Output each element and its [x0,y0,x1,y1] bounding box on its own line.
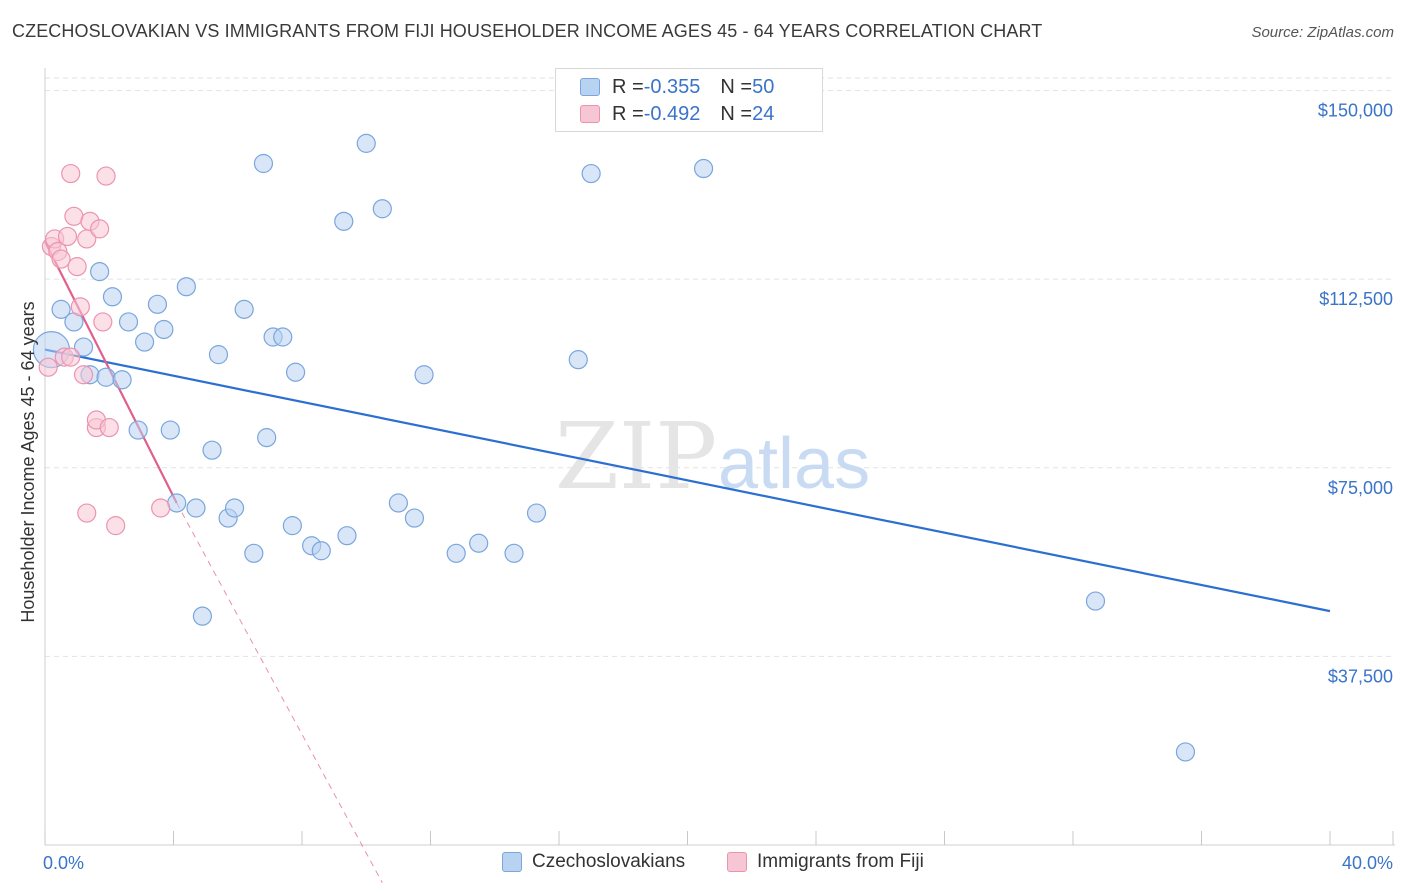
point-fiji [77,503,97,523]
point-czechoslovakian [208,345,229,365]
point-czechoslovakian [526,503,547,523]
trend-line-fiji-extension [176,502,383,883]
point-czechoslovakian [176,277,196,297]
legend-r-label-2: R = [612,102,644,125]
point-czechoslovakian [96,367,116,387]
point-czechoslovakian [192,606,213,626]
watermark-zip: ZIP [555,403,717,510]
legend-label-fiji: Immigrants from Fiji [757,851,924,872]
x-tick-label-min: 0.0% [43,853,84,873]
y-tick-label: $37,500 [1328,666,1393,686]
point-fiji [64,206,84,226]
point-czechoslovakian [446,543,466,563]
point-czechoslovakian [73,337,94,357]
data-points [32,133,1196,762]
point-czechoslovakian [112,370,132,390]
point-fiji [96,166,116,186]
point-czechoslovakian [1085,591,1106,611]
legend-row-czechoslovakians: R = -0.355 N = 50 [580,75,774,99]
point-fiji [99,417,119,438]
point-czechoslovakian [311,541,331,561]
point-czechoslovakian [581,163,601,184]
legend-r-value-2: -0.492 [643,102,701,125]
legend-n-label-2: N = [720,102,753,125]
grid-lines [45,77,1395,657]
watermark: ZIP atlas [555,403,870,510]
point-czechoslovakian [334,211,354,231]
point-czechoslovakian [1175,742,1196,762]
point-czechoslovakian [202,440,222,460]
point-fiji [51,249,71,269]
y-tick-label: $75,000 [1328,478,1393,498]
point-fiji [67,257,87,277]
point-czechoslovakian [253,153,274,174]
point-czechoslovakian [167,493,187,513]
point-czechoslovakian [102,287,123,307]
legend-label-czechoslovakians: Czechoslovakians [532,851,686,872]
point-czechoslovakian [224,498,245,518]
point-czechoslovakian [693,158,714,179]
x-tick-label-max: 40.0% [1342,853,1393,873]
legend-swatch-czechoslovakians [502,852,522,872]
trend-lines [44,240,1331,883]
y-tick-label: $112,500 [1319,289,1393,309]
point-czechoslovakian [128,420,148,440]
source-label: Source: ZipAtlas.com [1251,24,1394,41]
point-fiji [106,516,126,536]
point-czechoslovakian [147,294,168,314]
point-fiji [57,226,78,247]
point-czechoslovakian [51,299,71,319]
point-czechoslovakian [372,199,392,219]
point-fiji [93,312,113,332]
point-czechoslovakian [469,533,489,553]
point-fiji [61,347,81,367]
legend-item-czechoslovakians: Czechoslovakians [502,851,685,873]
point-fiji [38,357,58,377]
series-legend: Czechoslovakians Immigrants from Fiji [0,851,1406,877]
point-fiji [151,498,171,518]
point-czechoslovakian [282,516,302,536]
point-czechoslovakian [186,498,206,518]
legend-n-value-2: 24 [752,102,775,125]
y-tick-label: $150,000 [1318,101,1393,121]
point-czechoslovakian [160,420,180,440]
point-czechoslovakian [285,362,306,382]
point-fiji [61,163,81,184]
legend-swatch-fiji [727,852,747,872]
point-czechoslovakian [90,262,110,282]
point-czechoslovakian [273,327,293,347]
point-fiji [70,297,90,317]
point-czechoslovakian [388,493,408,513]
legend-item-fiji: Immigrants from Fiji [727,851,924,873]
legend-r-value-1: -0.355 [643,75,701,98]
point-czechoslovakian [414,365,434,385]
legend-n-value-1: 50 [752,75,775,98]
point-czechoslovakian [337,526,357,546]
point-czechoslovakian [504,543,524,563]
point-fiji [73,365,94,385]
y-axis-label: Householder Income Ages 45 - 64 years [18,301,38,622]
axis-labels: $150,000 $112,500 $75,000 $37,500 0.0% 40.0% H… [18,101,1393,873]
point-czechoslovakian [154,319,174,340]
legend-n-label-1: N = [720,75,753,98]
point-czechoslovakian [568,350,588,370]
point-czechoslovakian [118,312,139,332]
point-czechoslovakian [257,428,277,448]
legend-row-fiji: R = -0.492 N = 24 [580,102,774,126]
point-czechoslovakian [404,508,425,528]
point-czechoslovakian [244,543,264,563]
axes [44,68,1395,846]
trend-line-czechoslovakians [44,348,1331,613]
correlation-legend: R = -0.355 N = 50 R = -0.492 N = 24 [555,68,823,132]
legend-swatch-blue [580,78,600,96]
point-czechoslovakian [234,299,254,319]
legend-r-label-1: R = [612,75,644,98]
point-fiji [90,219,110,239]
point-czechoslovakian [134,332,155,352]
chart-title: CZECHOSLOVAKIAN VS IMMIGRANTS FROM FIJI … [12,21,1043,41]
point-czechoslovakian [356,133,376,153]
legend-swatch-pink [580,105,600,123]
